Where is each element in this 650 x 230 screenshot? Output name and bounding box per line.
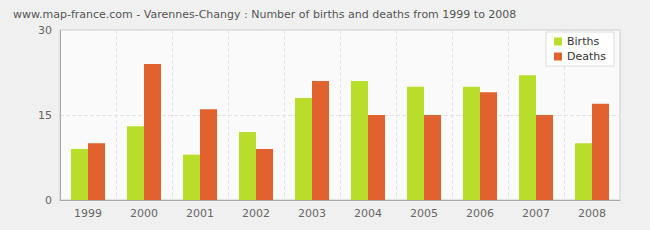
- svg-text:2006: 2006: [466, 207, 494, 220]
- svg-text:2007: 2007: [522, 207, 550, 220]
- svg-text:2000: 2000: [130, 207, 158, 220]
- svg-text:2002: 2002: [242, 207, 270, 220]
- svg-text:1999: 1999: [74, 207, 102, 220]
- svg-text:Deaths: Deaths: [567, 50, 606, 63]
- svg-text:2004: 2004: [354, 207, 382, 220]
- svg-text:2003: 2003: [298, 207, 326, 220]
- svg-text:2005: 2005: [410, 207, 438, 220]
- svg-text:Births: Births: [567, 35, 599, 48]
- svg-text:15: 15: [38, 109, 52, 122]
- svg-text:30: 30: [38, 24, 52, 37]
- svg-text:0: 0: [45, 194, 52, 207]
- svg-text:2008: 2008: [578, 207, 606, 220]
- svg-text:2001: 2001: [186, 207, 214, 220]
- svg-text:www.map-france.com - Varennes-: www.map-france.com - Varennes-Changy : N…: [13, 8, 516, 21]
